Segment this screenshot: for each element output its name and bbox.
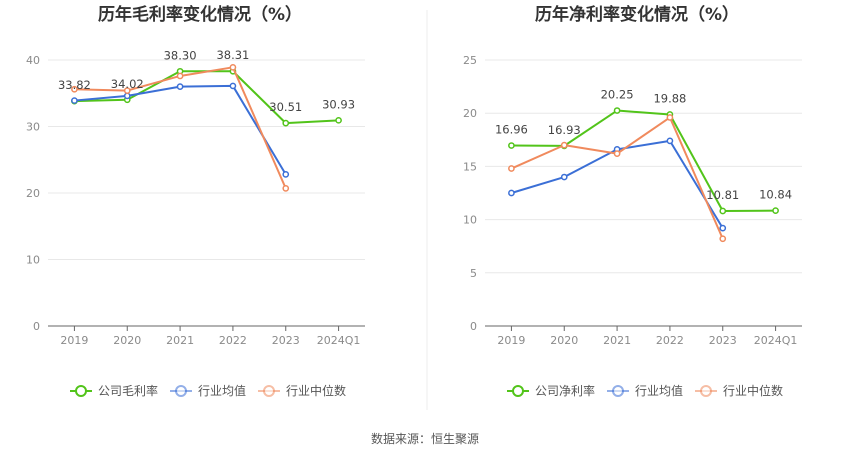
legend-label: 行业均值 <box>635 383 683 398</box>
y-tick-label: 15 <box>463 160 477 173</box>
y-tick-label: 25 <box>463 54 477 67</box>
chart-title: 历年毛利率变化情况（%） <box>98 4 302 25</box>
legend-label: 公司毛利率 <box>98 383 158 398</box>
legend-marker <box>175 385 187 397</box>
legend-label: 行业中位数 <box>723 383 783 398</box>
data-label: 30.93 <box>322 97 355 111</box>
chart-panel-2: 历年净利率变化情况（%） 0 5 10 15 20 25 2019 2020 2021 2022 20… <box>463 4 802 398</box>
legend-label: 行业均值 <box>198 383 246 398</box>
legend-marker <box>263 385 275 397</box>
y-tick-label: 20 <box>463 107 477 120</box>
data-point-company <box>772 207 779 215</box>
legend-label: 公司净利率 <box>535 383 595 398</box>
data-point-median <box>229 63 237 71</box>
data-label: 19.88 <box>653 91 686 105</box>
data-point-median <box>666 114 674 121</box>
y-tick-label: 10 <box>26 254 40 267</box>
data-point-company <box>613 107 621 114</box>
x-tick-label: 2020 <box>113 334 141 347</box>
data-point-avg <box>282 171 290 178</box>
legend-item-median: 行业中位数 <box>695 383 783 398</box>
data-point-company <box>719 207 727 215</box>
x-tick-label: 2024Q1 <box>754 334 798 347</box>
data-point-median <box>71 85 78 93</box>
series-line-company <box>511 109 776 212</box>
legend-marker <box>512 385 524 397</box>
y-tick-label: 20 <box>26 187 40 200</box>
data-label: 10.81 <box>706 188 739 202</box>
x-tick-label: 2019 <box>60 334 88 347</box>
legend-marker <box>700 385 712 397</box>
x-tick-label: 2020 <box>550 334 578 347</box>
y-tick-label: 10 <box>463 214 477 227</box>
data-label: 16.93 <box>548 123 581 137</box>
data-point-avg <box>123 92 131 100</box>
data-label: 16.96 <box>495 123 528 137</box>
data-point-median <box>123 87 131 94</box>
y-tick-label: 0 <box>33 320 40 333</box>
legend-item-company: 公司毛利率 <box>70 383 158 398</box>
data-point-avg <box>508 189 515 197</box>
legend-marker <box>75 385 87 397</box>
data-label: 20.25 <box>601 88 634 102</box>
data-point-avg <box>229 82 237 90</box>
x-tick-label: 2022 <box>219 334 247 347</box>
data-point-median <box>508 165 515 172</box>
chart-title: 历年净利率变化情况（%） <box>535 4 739 25</box>
y-tick-label: 30 <box>26 121 40 134</box>
data-point-median <box>176 72 184 80</box>
x-tick-label: 2023 <box>709 334 737 347</box>
data-label: 33.82 <box>58 78 91 92</box>
y-tick-label: 5 <box>470 267 477 280</box>
legend-marker <box>612 385 624 397</box>
series-line-median <box>511 116 724 240</box>
data-label: 10.84 <box>759 188 792 202</box>
data-point-avg <box>719 224 727 232</box>
data-point-median <box>719 235 727 243</box>
data-point-avg <box>71 97 78 104</box>
x-tick-label: 2022 <box>656 334 684 347</box>
legend-item-company: 公司净利率 <box>507 383 595 398</box>
data-point-company <box>282 119 290 127</box>
x-tick-label: 2021 <box>166 334 194 347</box>
x-tick-label: 2024Q1 <box>317 334 361 347</box>
data-point-company <box>508 142 515 149</box>
data-label: 30.51 <box>269 100 302 114</box>
data-point-avg <box>666 137 674 145</box>
y-tick-label: 40 <box>26 54 40 67</box>
series-line-avg <box>74 84 287 175</box>
data-label: 38.30 <box>164 48 197 62</box>
data-point-median <box>613 150 621 157</box>
legend-label: 行业中位数 <box>286 383 346 398</box>
legend-item-avg: 行业均值 <box>170 383 246 398</box>
legend-item-avg: 行业均值 <box>607 383 683 398</box>
x-tick-label: 2021 <box>603 334 631 347</box>
data-point-company <box>335 116 342 124</box>
data-label: 38.31 <box>216 48 249 62</box>
data-label: 34.02 <box>111 77 144 91</box>
legend-item-median: 行业中位数 <box>258 383 346 398</box>
data-point-avg <box>176 83 184 90</box>
data-point-median <box>560 141 568 149</box>
data-point-avg <box>560 173 568 181</box>
source-note: 数据来源：恒生聚源 <box>371 431 479 446</box>
data-point-median <box>282 184 290 192</box>
x-tick-label: 2019 <box>497 334 525 347</box>
x-tick-label: 2023 <box>272 334 300 347</box>
y-tick-label: 0 <box>470 320 477 333</box>
chart-panel-1: 历年毛利率变化情况（%） 0 10 20 30 40 2019 2020 2021 2022 202… <box>26 4 365 398</box>
